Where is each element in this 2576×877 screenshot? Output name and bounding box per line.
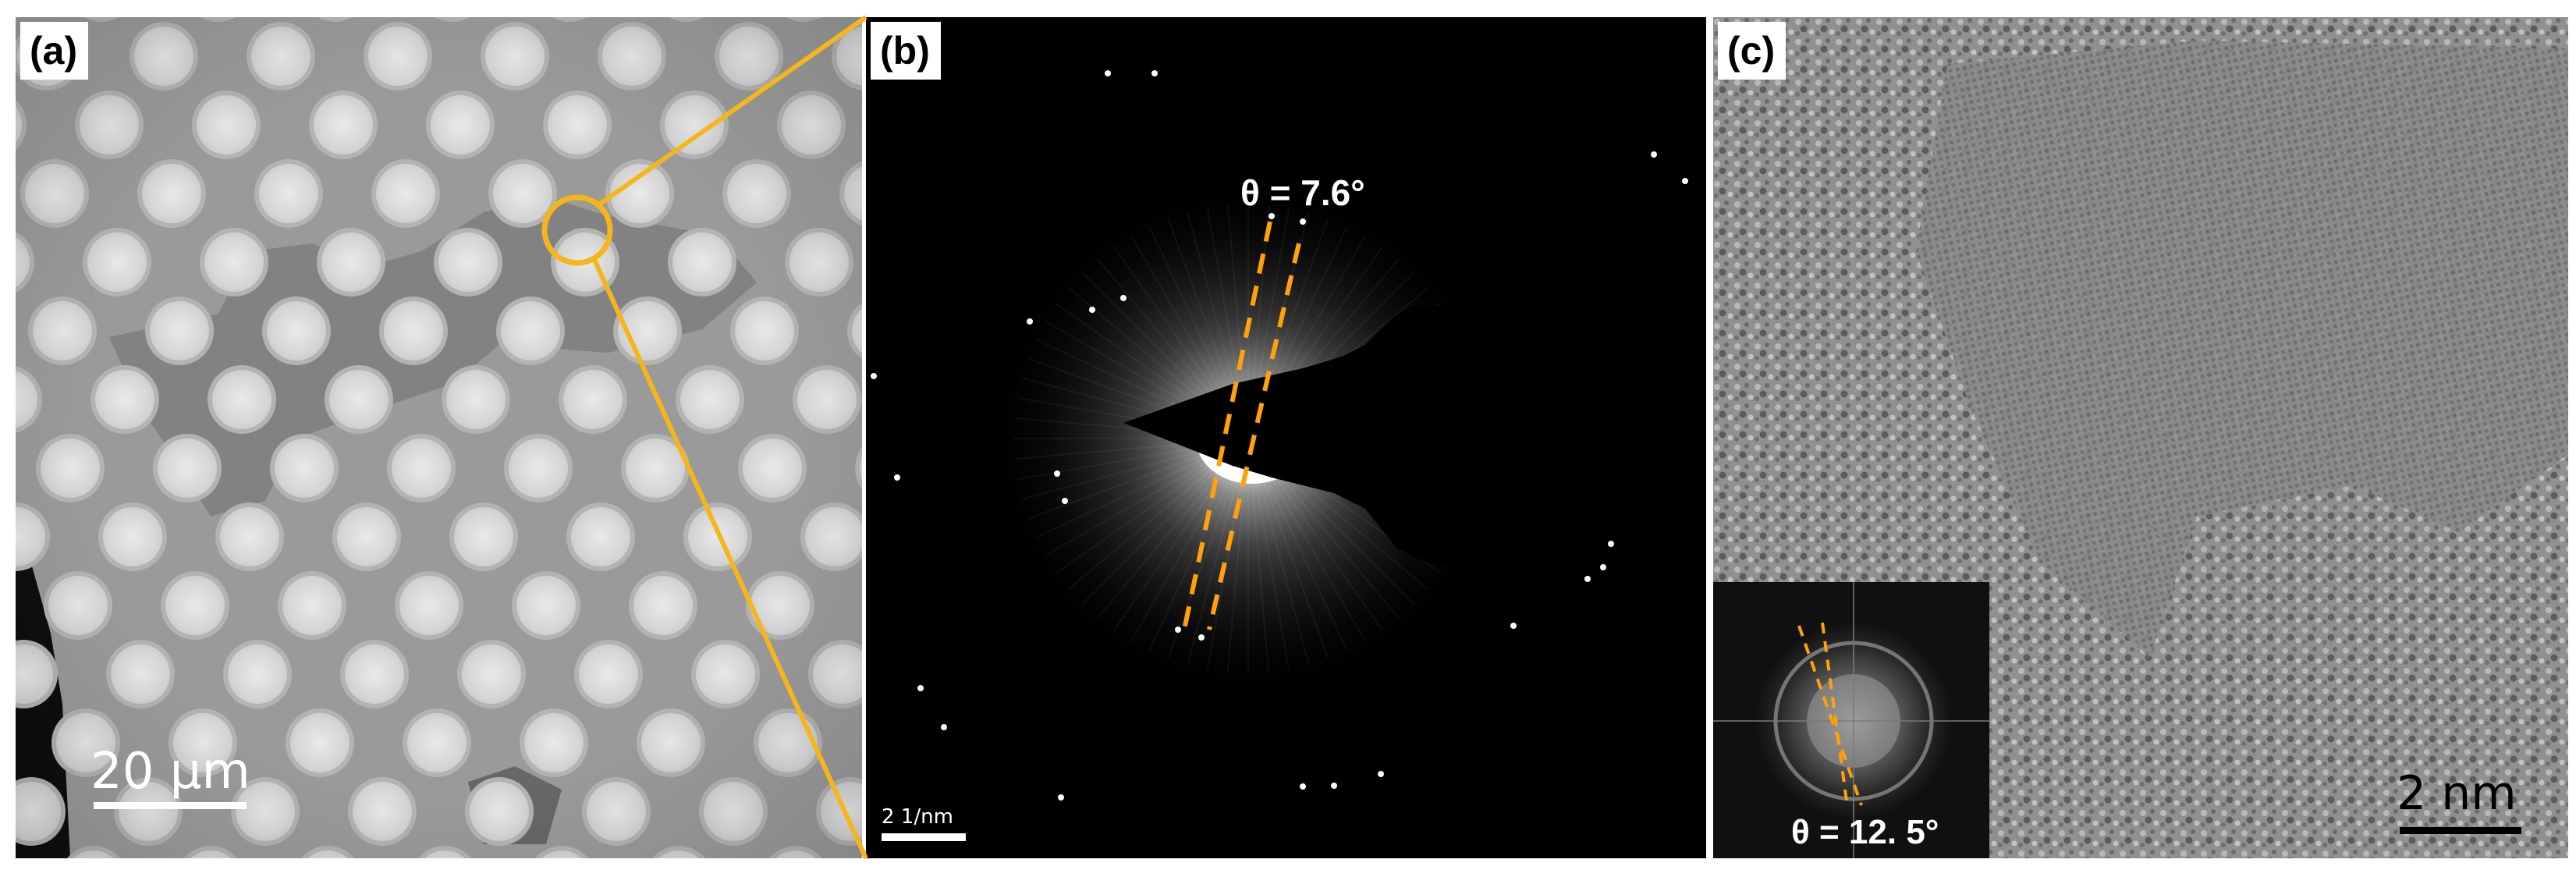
panel-c-hrtem (1713, 17, 2568, 858)
panel-b-dashed-lines (1182, 221, 1301, 630)
panel-b-scale: 2 1/nm (882, 805, 1006, 852)
panel-b-label: (b) (871, 22, 941, 80)
panel-c-label: (c) (1718, 22, 1787, 80)
panel-c-scale: 2 nm (2392, 766, 2525, 836)
panel-a: (a) 20 µm (16, 17, 862, 858)
panel-a-scale-bar (94, 802, 247, 809)
panel-a-scale-text: 20 µm (90, 743, 250, 801)
panel-b-angle-text: θ = 7.6° (1240, 172, 1365, 213)
panel-c-inset-angle-text: θ = 12. 5° (1791, 813, 1939, 851)
panel-b-scale-bar (882, 833, 966, 841)
panel-a-micrograph (16, 17, 862, 858)
panel-c-scale-bar (2400, 827, 2521, 834)
panel-c-fft-inset (1713, 582, 1989, 858)
panel-a-scale: 20 µm (78, 743, 250, 813)
panel-b-scale-text: 2 1/nm (882, 805, 953, 829)
panel-c-scale-text: 2 nm (2397, 766, 2517, 821)
panel-c: (c) θ = 12. 5° 2 nm (1713, 17, 2568, 858)
panel-a-label: (a) (20, 22, 89, 80)
panel-b: (b) θ = 7.6° 2 1/nm (866, 17, 1706, 858)
panel-b-diffraction (866, 17, 1706, 858)
